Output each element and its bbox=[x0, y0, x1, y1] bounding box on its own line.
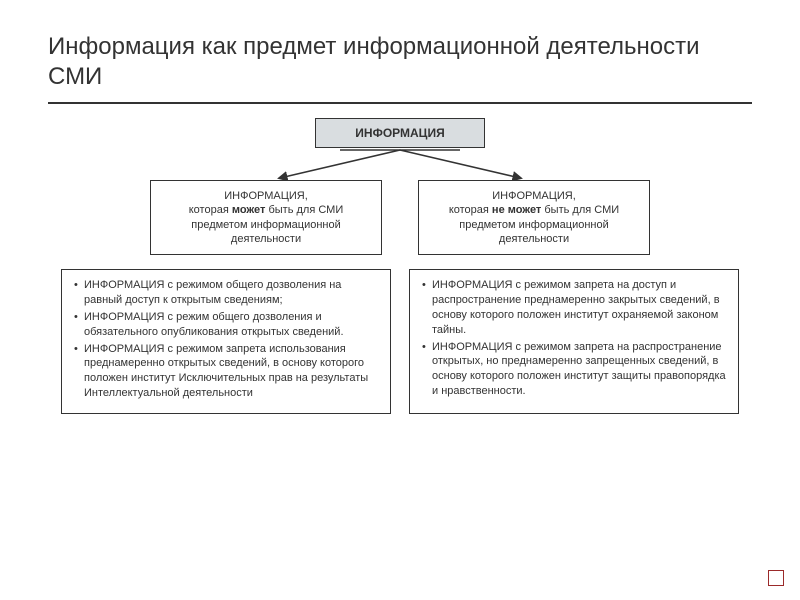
list-item: ИНФОРМАЦИЯ с режимом запрета на доступ и… bbox=[420, 278, 728, 337]
right-bullet-list: ИНФОРМАЦИЯ с режимом запрета на доступ и… bbox=[420, 278, 728, 399]
corner-square-icon bbox=[768, 570, 784, 586]
description-row: ИНФОРМАЦИЯ с режимом общего дозволения н… bbox=[48, 269, 752, 414]
title-rule bbox=[48, 102, 752, 104]
right-branch-before: которая bbox=[449, 204, 492, 216]
left-branch-bold: может bbox=[232, 204, 266, 216]
left-branch-before: которая bbox=[189, 204, 232, 216]
slide: Информация как предмет информационной де… bbox=[0, 0, 800, 600]
left-branch-prefix: ИНФОРМАЦИЯ, bbox=[224, 190, 308, 202]
right-branch-bold: не может bbox=[492, 204, 541, 216]
right-branch-prefix: ИНФОРМАЦИЯ, bbox=[492, 190, 576, 202]
root-node: ИНФОРМАЦИЯ bbox=[315, 118, 485, 148]
branch-row: ИНФОРМАЦИЯ, которая может быть для СМИ п… bbox=[48, 180, 752, 255]
left-branch-node: ИНФОРМАЦИЯ, которая может быть для СМИ п… bbox=[150, 180, 382, 255]
left-bullet-list: ИНФОРМАЦИЯ с режимом общего дозволения н… bbox=[72, 278, 380, 401]
branch-arrows bbox=[190, 148, 610, 182]
root-node-label: ИНФОРМАЦИЯ bbox=[355, 126, 444, 140]
page-title: Информация как предмет информационной де… bbox=[48, 32, 752, 92]
right-branch-node: ИНФОРМАЦИЯ, которая не может быть для СМ… bbox=[418, 180, 650, 255]
left-description: ИНФОРМАЦИЯ с режимом общего дозволения н… bbox=[61, 269, 391, 414]
list-item: ИНФОРМАЦИЯ с режимом общего дозволения н… bbox=[72, 278, 380, 308]
right-description: ИНФОРМАЦИЯ с режимом запрета на доступ и… bbox=[409, 269, 739, 414]
list-item: ИНФОРМАЦИЯ с режимом запрета на распрост… bbox=[420, 340, 728, 399]
list-item: ИНФОРМАЦИЯ с режим общего дозволения и о… bbox=[72, 310, 380, 340]
list-item: ИНФОРМАЦИЯ с режимом запрета использован… bbox=[72, 342, 380, 401]
